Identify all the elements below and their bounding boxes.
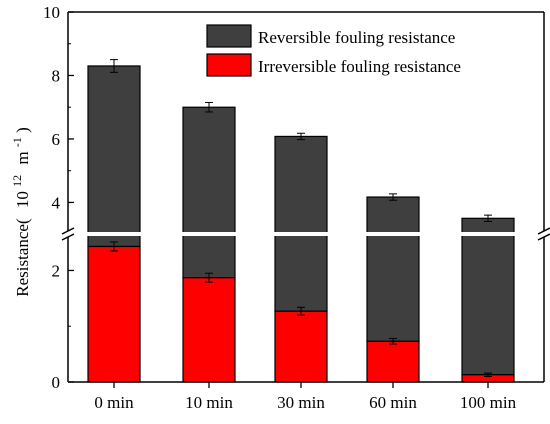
bar-reversible bbox=[87, 65, 141, 248]
x-tick-label: 30 min bbox=[277, 393, 325, 412]
axes-layer bbox=[61, 11, 550, 388]
bars-layer bbox=[87, 65, 515, 383]
y-axis-title-exp1: 12 bbox=[10, 175, 24, 187]
y-tick-label: 6 bbox=[52, 130, 61, 149]
legend: Reversible fouling resistance Irreversib… bbox=[206, 24, 461, 77]
bar-reversible bbox=[461, 217, 515, 376]
y-axis-title-exp2: -1 bbox=[10, 137, 24, 147]
axis-break-mark bbox=[61, 233, 75, 241]
y-axis-title-unit2: m bbox=[13, 151, 32, 164]
legend-swatch-irreversible bbox=[206, 53, 252, 77]
axis-break-mark bbox=[537, 233, 550, 241]
axis-break-gap bbox=[64, 232, 548, 236]
error-bars-layer bbox=[110, 59, 492, 377]
y-axis-title-main: Resistance( bbox=[13, 218, 32, 297]
y-tick-label: 2 bbox=[52, 261, 61, 280]
bar-reversible bbox=[182, 106, 236, 279]
axis-break-mark bbox=[61, 227, 75, 235]
y-tick-label: 8 bbox=[52, 66, 61, 85]
bar-reversible bbox=[366, 196, 420, 342]
bar-irreversible bbox=[182, 277, 236, 383]
legend-swatch-reversible bbox=[206, 24, 252, 48]
x-tick-label: 100 min bbox=[460, 393, 517, 412]
x-tick-label: 60 min bbox=[369, 393, 417, 412]
bar-irreversible bbox=[366, 340, 420, 383]
y-tick-label: 10 bbox=[43, 3, 60, 22]
x-tick-label: 10 min bbox=[185, 393, 233, 412]
tick-labels-layer: 0 min 10 min 30 min 60 min 100 min 4 6 8 10 0 2 bbox=[43, 3, 517, 412]
x-tick-label: 0 min bbox=[94, 393, 134, 412]
legend-label-reversible: Reversible fouling resistance bbox=[258, 28, 455, 47]
legend-label-irreversible: Irreversible fouling resistance bbox=[258, 57, 461, 76]
y-axis-title-close: ) bbox=[13, 127, 32, 133]
y-tick-label: 0 bbox=[52, 373, 61, 392]
bar-reversible bbox=[274, 135, 328, 312]
svg-text:Resistance( 10 12: Resistance( 10 12 m -1 ) bbox=[6, 127, 32, 297]
bar-irreversible bbox=[87, 245, 141, 383]
y-axis-title-unit: 10 bbox=[13, 191, 32, 208]
bar-irreversible bbox=[274, 310, 328, 383]
y-axis-title: Resistance( 10 12 m -1 ) bbox=[6, 127, 32, 297]
y-tick-label: 4 bbox=[52, 193, 61, 212]
axis-break-mark bbox=[537, 227, 550, 235]
